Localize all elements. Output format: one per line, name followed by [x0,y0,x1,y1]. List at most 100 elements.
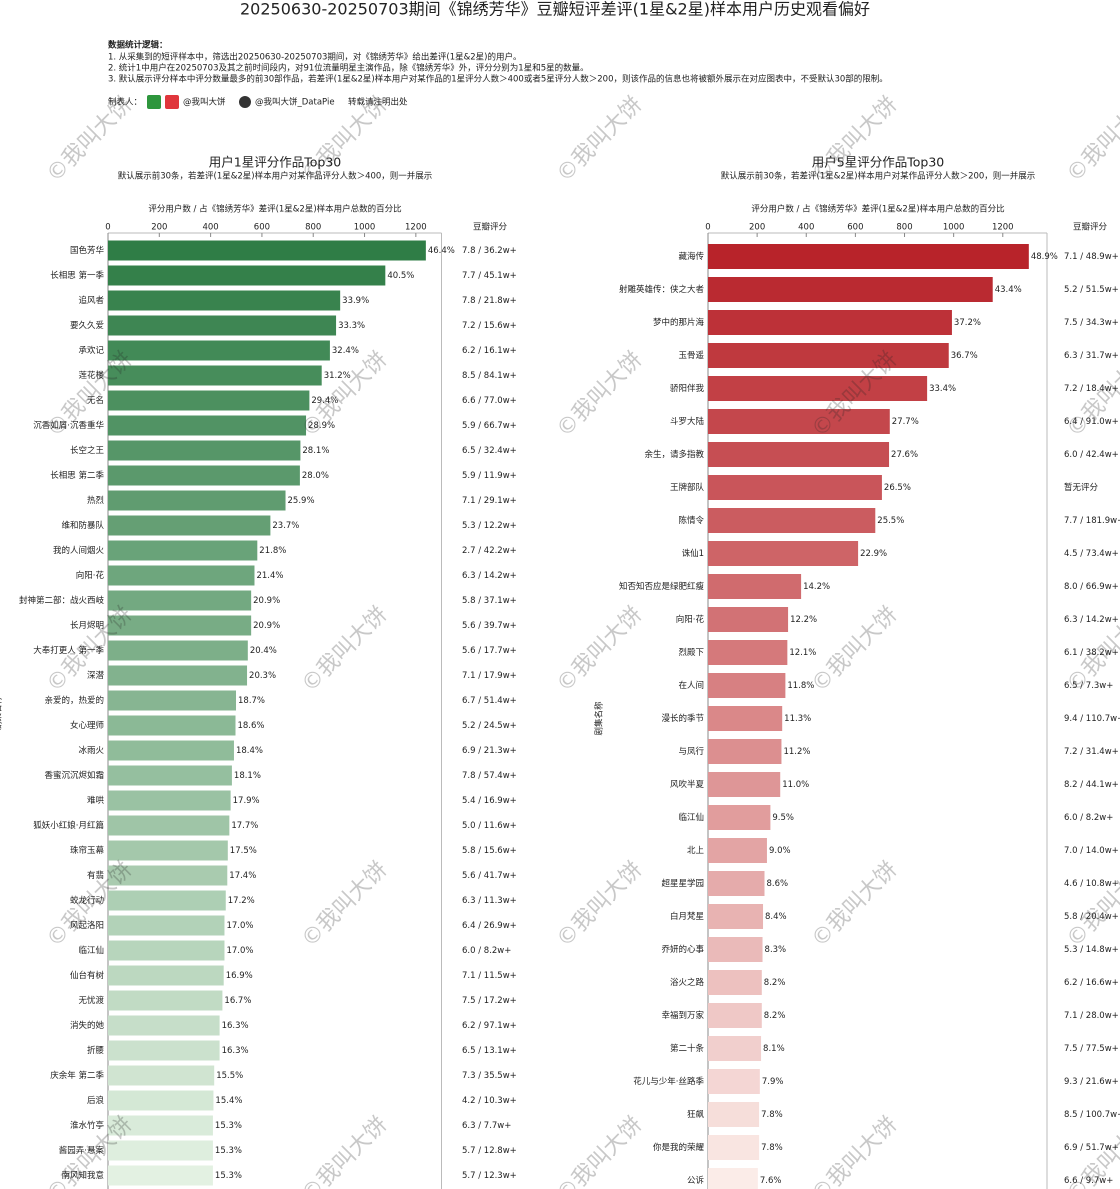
bar [108,340,330,361]
x-tick-label: 0 [105,223,110,233]
value-label: 18.7% [238,696,265,706]
category-label: 余生，请多指教 [644,449,704,460]
value-label: 32.4% [332,346,359,356]
rating-label: 5.9 / 11.9w+ [462,471,517,481]
category-label: 知否知否应是绿肥红瘦 [619,581,705,592]
category-label: 诛仙1 [682,548,704,559]
x-tick-label: 1000 [354,223,376,233]
bar [708,1168,758,1189]
bar [108,515,271,536]
maker-label: 制表人： [108,97,142,108]
note-line: 2. 统计1中用户在20250703及其之前时间段内，对91位流量明星主演作品，… [108,63,589,74]
value-label: 11.2% [783,747,810,757]
category-label: 冰雨火 [78,745,104,756]
category-label: 幸福到万家 [661,1010,704,1021]
rating-label: 6.1 / 38.2w+ [1064,648,1119,658]
category-label: 庆余年 第二季 [50,1070,104,1081]
value-label: 27.7% [892,417,919,427]
value-label: 17.0% [226,946,253,956]
note-line: 数据统计逻辑： [108,40,168,51]
value-label: 17.2% [228,896,255,906]
category-label: 维和防暴队 [61,520,104,531]
category-label: 玉骨遥 [678,350,704,361]
rating-label: 6.5 / 32.4w+ [462,446,517,456]
bar [108,540,258,561]
value-label: 33.4% [929,384,956,394]
bar [108,840,228,861]
bar [108,940,225,961]
value-label: 40.5% [387,271,414,281]
x-tick-label: 400 [798,223,814,233]
x-tick-label: 800 [896,223,912,233]
category-label: 仙台有树 [70,970,105,981]
value-label: 46.4% [428,246,455,256]
value-label: 16.3% [222,1046,249,1056]
rating-label: 6.3 / 7.7w+ [462,1121,511,1131]
rating-header: 豆瓣评分 [473,222,508,233]
category-label: 斗罗大陆 [670,416,705,427]
chart-title: 用户1星评分作品Top30 [209,155,341,170]
value-label: 17.9% [233,796,260,806]
rating-label: 6.5 / 13.1w+ [462,1046,517,1056]
category-label: 漫长的季节 [661,713,704,724]
category-label: 长相思 第一季 [50,270,104,281]
chart-title: 用户5星评分作品Top30 [812,155,944,170]
bar [108,315,337,336]
bar [708,442,890,467]
x-tick-label: 0 [705,223,710,233]
category-label: 折腰 [87,1045,104,1056]
value-label: 15.3% [215,1146,242,1156]
rating-label: 暂无评分 [1064,482,1099,493]
bar [108,415,307,436]
value-label: 15.3% [215,1121,242,1131]
value-label: 33.9% [342,296,369,306]
value-label: 37.2% [954,318,981,328]
category-label: 承欢记 [78,345,104,356]
rating-label: 6.9 / 21.3w+ [462,746,517,756]
maker: 制表人： @我叫大饼 @我叫大饼_DataPie 转载请注明出处 [108,95,408,109]
value-label: 21.4% [256,571,283,581]
rating-label: 5.2 / 51.5w+ [1064,285,1119,295]
category-label: 珠帘玉幕 [70,845,105,856]
category-label: 你是我的荣耀 [653,1142,705,1153]
bar [708,574,802,599]
bar [108,1090,214,1111]
value-label: 14.2% [803,582,830,592]
category-label: 要久久爱 [70,320,104,331]
category-label: 无忧渡 [78,995,104,1006]
rating-label: 6.0 / 8.2w+ [1064,813,1113,823]
category-label: 酱园弄·悬案 [59,1145,105,1156]
category-label: 大奉打更人 第一季 [33,645,104,656]
value-label: 28.1% [302,446,329,456]
bar [108,715,236,736]
bar [708,970,762,995]
bar [708,343,949,368]
bar [108,1115,213,1136]
category-label: 长相思 第二季 [50,470,104,481]
value-label: 15.5% [216,1071,243,1081]
rating-label: 6.6 / 9.7w+ [1064,1176,1113,1186]
category-label: 风吹半夏 [670,779,705,790]
rating-label: 7.5 / 34.3w+ [1064,318,1119,328]
bar [708,1069,760,1094]
value-label: 20.9% [253,596,280,606]
douban-icon [147,95,161,109]
rating-header: 豆瓣评分 [1073,222,1108,233]
rating-label: 7.8 / 21.8w+ [462,296,517,306]
notes: 数据统计逻辑： 1. 从采集到的短评样本中，筛选出20250630-202507… [108,40,888,85]
bar [108,615,252,636]
value-label: 18.1% [234,771,261,781]
category-label: 长月烬明 [70,620,104,631]
rating-label: 5.7 / 12.8w+ [462,1146,517,1156]
rating-label: 6.4 / 91.0w+ [1064,417,1119,427]
category-label: 射雕英雄传：侠之大者 [619,284,705,295]
note-line: 3. 默认展示评分样本中评分数量最多的前30部作品，若差评(1星&2星)样本用户… [108,74,888,85]
rating-label: 7.2 / 31.4w+ [1064,747,1119,757]
chart-subtitle: 默认展示前30条，若差评(1星&2星)样本用户对某作品评分人数＞400，则一并展… [118,171,433,182]
rating-label: 5.2 / 24.5w+ [462,721,517,731]
bar [108,790,231,811]
x-tick-label: 600 [254,223,270,233]
category-label: 超星星学园 [661,878,704,889]
rating-label: 5.3 / 12.2w+ [462,521,517,531]
rating-label: 7.7 / 45.1w+ [462,271,517,281]
